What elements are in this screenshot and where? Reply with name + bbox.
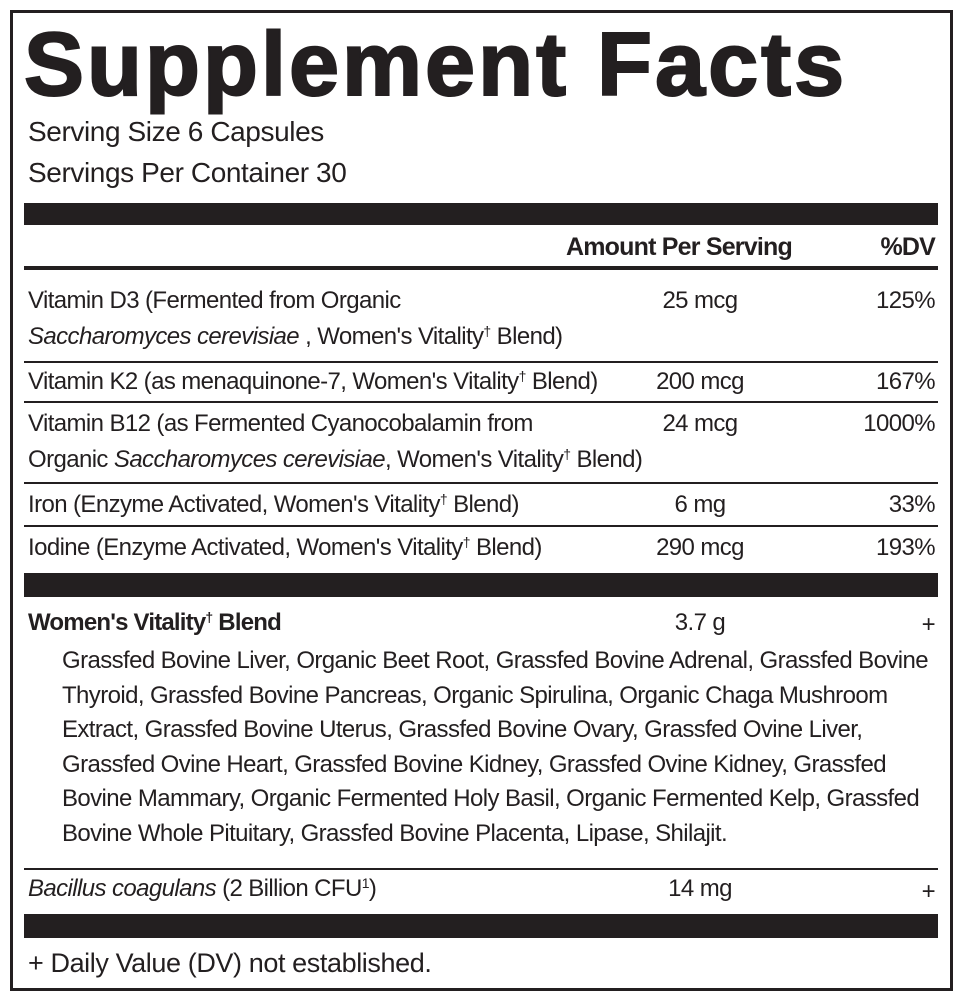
row-name: Vitamin K2 (as menaquinone-7, Women's Vi… — [28, 368, 598, 395]
thick-divider — [24, 203, 938, 225]
row-amount: 6 mg — [674, 491, 727, 518]
divider — [24, 525, 938, 527]
probiotic-name: Bacillus coagulans (2 Billion CFU1) — [28, 875, 377, 902]
divider — [24, 401, 938, 403]
row-name: Vitamin D3 (Fermented from Organic Saccha… — [28, 287, 563, 350]
serving-size: Serving Size 6 Capsules — [28, 116, 324, 147]
probiotic-dv: + — [921, 878, 936, 905]
thick-divider — [24, 573, 938, 597]
divider — [24, 482, 938, 484]
row-dv: 167% — [876, 368, 936, 395]
probiotic-amount: 14 mg — [668, 875, 732, 902]
divider — [24, 266, 938, 270]
thick-divider — [24, 914, 938, 938]
row-amount: 290 mcg — [656, 534, 744, 561]
blend-ingredients: Grassfed Bovine Liver, Organic Beet Root… — [62, 647, 929, 847]
row-amount: 25 mcg — [662, 287, 738, 314]
servings-per-container: Servings Per Container 30 — [28, 157, 347, 188]
row-amount: 200 mcg — [656, 368, 744, 395]
row-dv: 193% — [876, 534, 936, 561]
label-border — [10, 10, 953, 991]
row-dv: 1000% — [863, 410, 935, 437]
blend-name: Women's Vitality† Blend — [28, 609, 282, 636]
row-name: Iodine (Enzyme Activated, Women's Vitali… — [28, 534, 542, 561]
footnote: + Daily Value (DV) not established. — [28, 948, 432, 978]
row-dv: 33% — [888, 491, 936, 518]
blend-amount: 3.7 g — [674, 609, 726, 636]
header-dv: %DV — [880, 233, 935, 261]
row-dv: 125% — [876, 287, 936, 314]
row-name: Vitamin B12 (as Fermented Cyanocobalamin… — [28, 410, 643, 473]
blend-dv: + — [921, 611, 936, 638]
header-amount: Amount Per Serving — [566, 233, 793, 261]
label-title: Supplement Facts — [23, 14, 848, 116]
row-amount: 24 mcg — [662, 410, 738, 437]
row-name: Iron (Enzyme Activated, Women's Vitality… — [28, 491, 520, 518]
divider — [24, 361, 938, 363]
divider — [24, 868, 938, 870]
